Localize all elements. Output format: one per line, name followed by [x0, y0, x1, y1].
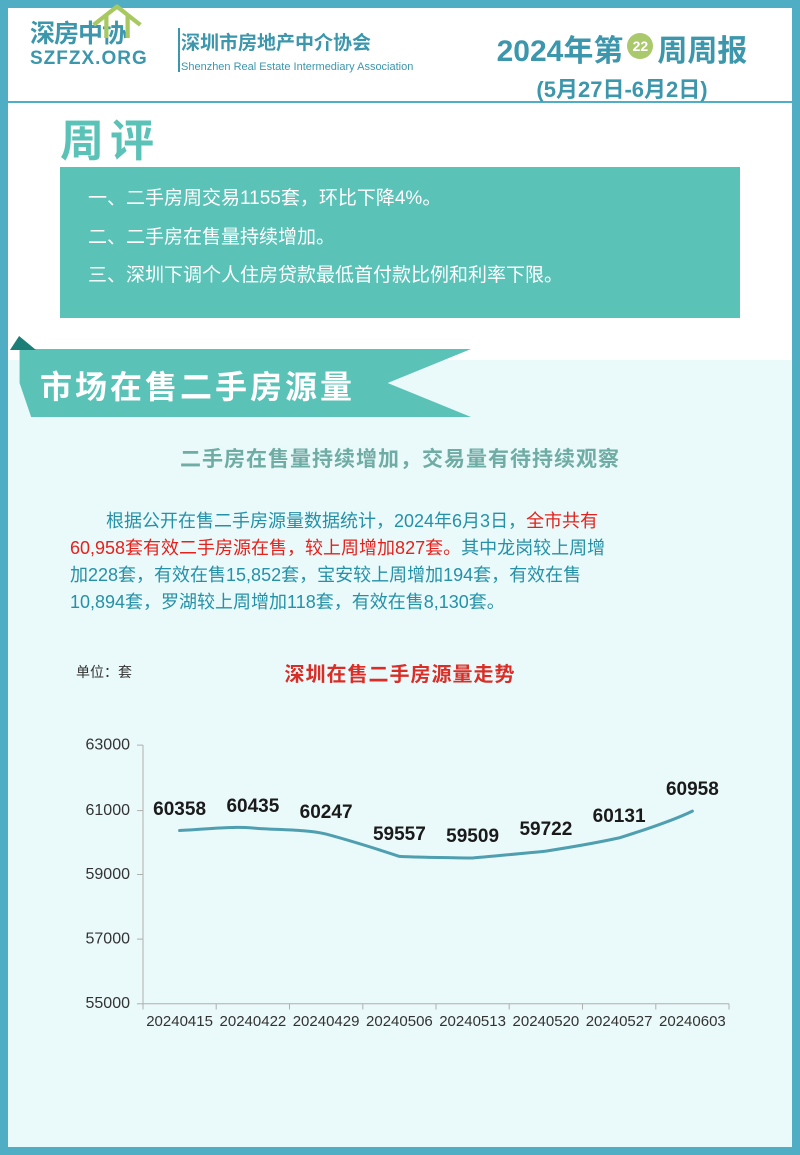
svg-text:20240429: 20240429: [293, 1013, 360, 1030]
svg-text:20240422: 20240422: [220, 1013, 287, 1030]
svg-text:63000: 63000: [86, 737, 131, 754]
svg-text:60247: 60247: [300, 802, 353, 823]
svg-text:20240513: 20240513: [439, 1013, 506, 1030]
svg-text:20240527: 20240527: [586, 1013, 653, 1030]
svg-text:20240506: 20240506: [366, 1013, 433, 1030]
svg-text:59557: 59557: [373, 824, 426, 845]
svg-text:20240520: 20240520: [513, 1013, 580, 1030]
svg-text:60435: 60435: [226, 796, 279, 817]
svg-text:59722: 59722: [519, 819, 572, 840]
svg-text:60358: 60358: [153, 799, 206, 820]
svg-text:61000: 61000: [86, 802, 131, 819]
svg-text:55000: 55000: [86, 995, 131, 1012]
svg-text:59509: 59509: [446, 826, 499, 847]
svg-text:57000: 57000: [86, 931, 131, 948]
svg-text:20240603: 20240603: [659, 1013, 726, 1030]
svg-text:20240415: 20240415: [146, 1013, 213, 1030]
svg-text:60958: 60958: [666, 779, 719, 800]
svg-text:60131: 60131: [593, 806, 646, 827]
svg-text:59000: 59000: [86, 866, 131, 883]
